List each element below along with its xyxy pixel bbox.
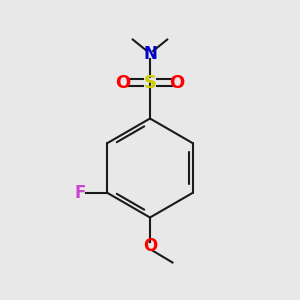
Text: O: O: [169, 74, 184, 92]
Text: S: S: [143, 74, 157, 92]
Text: F: F: [74, 184, 86, 202]
Text: O: O: [143, 237, 157, 255]
Text: N: N: [143, 45, 157, 63]
Text: O: O: [116, 74, 130, 92]
